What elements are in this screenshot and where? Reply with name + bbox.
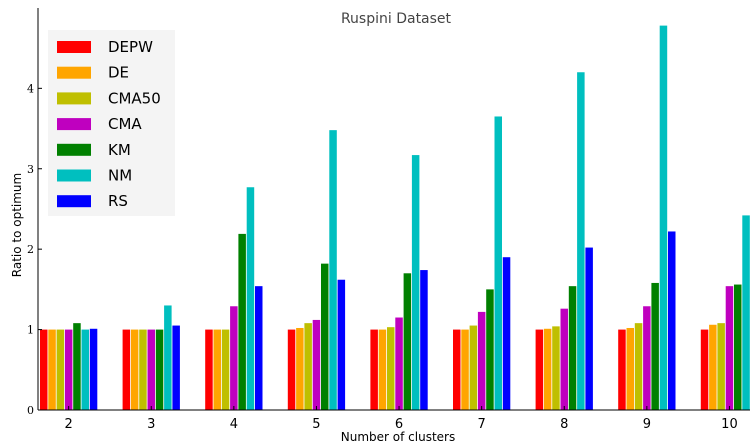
x-tick-label-6: 6 (395, 417, 403, 432)
bar-nm-6 (411, 155, 420, 410)
x-tick-label-5: 5 (312, 417, 320, 432)
bar-depw-8 (535, 329, 544, 410)
bar-de-9 (626, 327, 634, 410)
bar-de-4 (213, 329, 221, 410)
legend-label-depw: DEPW (108, 38, 153, 56)
bar-cma50-9 (634, 323, 643, 410)
y-tick-label-4: 4 (27, 82, 34, 95)
bar-de-2 (48, 329, 56, 410)
bar-de-10 (709, 324, 717, 410)
bar-rs-2 (89, 328, 98, 410)
bar-depw-6 (370, 329, 378, 410)
bar-cma-7 (477, 311, 486, 410)
bar-depw-10 (700, 329, 709, 410)
bar-km-3 (155, 329, 164, 410)
bar-depw-2 (40, 329, 48, 410)
bar-rs-3 (172, 325, 180, 410)
bar-de-7 (461, 329, 469, 410)
legend-swatch-cma50 (57, 92, 91, 105)
bar-rs-6 (420, 270, 428, 410)
bar-nm-5 (329, 130, 337, 410)
bar-depw-7 (453, 329, 461, 410)
legend-label-nm: NM (108, 167, 132, 185)
bar-rs-8 (585, 247, 593, 410)
bar-de-3 (130, 329, 139, 410)
legend-label-km: KM (108, 141, 131, 159)
bar-cma-3 (147, 329, 155, 410)
bar-cma-9 (643, 306, 651, 410)
bar-cma50-6 (387, 327, 395, 410)
bar-cma-10 (725, 286, 734, 410)
legend-swatch-de (57, 66, 91, 79)
bar-depw-4 (205, 329, 213, 410)
y-tick-label-1: 1 (27, 324, 34, 337)
y-tick-label-3: 3 (27, 163, 34, 176)
bar-km-5 (321, 263, 329, 410)
bar-km-10 (734, 284, 742, 410)
bar-cma50-4 (221, 329, 230, 410)
bar-cma50-8 (552, 326, 560, 410)
legend-label-rs: RS (108, 192, 128, 210)
bar-cma50-3 (139, 329, 147, 410)
bar-cma50-5 (304, 323, 312, 410)
bar-km-7 (486, 289, 494, 411)
bar-cma-8 (560, 308, 568, 410)
bar-nm-2 (81, 329, 89, 410)
bar-rs-7 (502, 257, 511, 410)
bar-nm-10 (742, 215, 750, 410)
x-tick-label-4: 4 (230, 417, 238, 432)
bar-cma-4 (230, 306, 238, 410)
bar-nm-9 (659, 25, 668, 411)
x-tick-label-3: 3 (147, 417, 155, 432)
bar-km-6 (403, 273, 412, 410)
bar-cma50-2 (56, 329, 65, 410)
x-axis-label: Number of clusters (341, 430, 455, 444)
bar-depw-3 (122, 329, 131, 410)
x-tick-label-10: 10 (721, 417, 738, 432)
bar-cma50-10 (717, 323, 725, 410)
bar-km-2 (73, 323, 81, 410)
bar-de-8 (543, 328, 552, 410)
bar-rs-9 (668, 231, 676, 410)
legend-label-de: DE (108, 64, 129, 82)
bar-nm-4 (246, 187, 255, 410)
bar-nm-7 (494, 116, 502, 410)
bar-cma-2 (64, 329, 73, 410)
legend-swatch-depw (57, 41, 91, 53)
x-tick-label-2: 2 (65, 417, 73, 432)
legend-swatch-cma (57, 118, 91, 131)
y-tick-label-0: 0 (27, 404, 34, 417)
axes: 0 1 2 3 4 2 3 4 5 6 7 8 9 10 (27, 8, 750, 432)
bar-depw-5 (287, 329, 296, 410)
bar-cma50-7 (469, 325, 478, 410)
bar-cma-6 (395, 317, 403, 410)
bar-nm-3 (164, 305, 172, 410)
chart-title: Ruspini Dataset (341, 11, 452, 27)
y-tick-label-2: 2 (27, 243, 34, 256)
y-axis-label: Ratio to optimum (10, 173, 24, 277)
legend-swatch-km (57, 143, 91, 156)
bar-rs-4 (255, 286, 263, 410)
x-tick-label-7: 7 (478, 417, 486, 432)
x-tick-label-9: 9 (643, 417, 651, 432)
bar-cma-5 (312, 319, 321, 410)
bar-km-9 (651, 282, 659, 410)
x-tick-label-8: 8 (560, 417, 568, 432)
bar-km-4 (238, 233, 246, 410)
bar-de-5 (296, 327, 304, 410)
bar-nm-8 (577, 72, 585, 410)
legend: DEPW DE CMA50 CMA KM NM RS (48, 30, 175, 216)
legend-label-cma50: CMA50 (108, 89, 161, 107)
bar-group (40, 25, 750, 411)
bar-de-6 (378, 329, 387, 410)
legend-swatch-nm (57, 169, 91, 182)
bar-rs-5 (337, 279, 346, 410)
bar-depw-9 (618, 329, 626, 410)
legend-swatch-rs (57, 195, 91, 208)
legend-label-cma: CMA (108, 115, 142, 133)
bar-km-8 (568, 286, 577, 410)
